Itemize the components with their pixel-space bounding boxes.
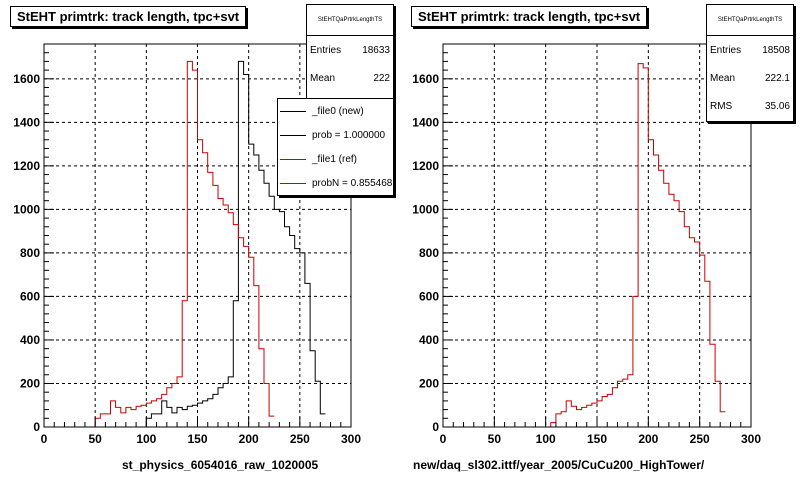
right-stats-rms-value: 35.06 — [764, 100, 790, 112]
right-y-tick-label: 200 — [419, 376, 439, 390]
right-plot: 0 50 100 150 200 250 300 0 200 400 600 800 1000 1200 1… — [412, 43, 761, 446]
right-x-tick-label: 100 — [536, 432, 556, 446]
left-stats-entries-value: 18633 — [362, 44, 390, 56]
right-stats-rms-label: RMS — [710, 100, 733, 112]
left-y-tick-label: 1400 — [13, 115, 40, 129]
right-stats-entries-label: Entries — [710, 44, 742, 56]
left-x-axis-label: st_physics_6054016_raw_1020005 — [122, 458, 319, 472]
legend-entry-file0: _file0 (new) — [278, 99, 393, 123]
left-x-tick-label: 300 — [341, 432, 361, 446]
right-x-axis-label: new/daq_sl302.ittf/year_2005/CuCu200_Hig… — [413, 458, 705, 472]
legend-label-file1: _file1 (ref) — [312, 153, 358, 165]
left-y-tick-label: 400 — [20, 333, 40, 347]
legend-swatch-probn — [280, 182, 306, 184]
right-stats-entries-value: 18508 — [762, 44, 790, 56]
legend-entry-file1: _file1 (ref) — [278, 147, 393, 171]
left-x-tick-label: 150 — [187, 432, 207, 446]
left-y-tick-label: 1600 — [13, 72, 40, 86]
left-stats-mean-label: Mean — [310, 72, 336, 84]
legend-swatch-file0 — [280, 110, 306, 112]
left-legend: _file0 (new) prob = 1.000000 _file1 (ref… — [277, 98, 394, 196]
right-y-tick-label: 800 — [419, 246, 439, 260]
left-x-tick-label: 250 — [290, 432, 310, 446]
right-y-tick-label: 1000 — [412, 202, 439, 216]
right-y-tick-label: 1600 — [412, 72, 439, 86]
left-series-1 — [44, 60, 275, 428]
left-chart-title: StEHT primtrk: track length, tpc+svt — [10, 6, 247, 27]
right-y-tick-label: 0 — [432, 420, 439, 434]
left-y-tick-label: 200 — [20, 376, 40, 390]
right-stats-box: StEHTQaPrtrkLengthTS Entries 18508 Mean 22… — [706, 4, 794, 122]
left-stats-box: StEHTQaPrtrkLengthTS Entries 18633 Mean 22… — [306, 4, 394, 116]
left-x-tick-label: 200 — [239, 432, 259, 446]
right-stats-mean-value: 222.1 — [764, 72, 790, 84]
right-x-tick-label: 0 — [440, 432, 447, 446]
legend-swatch-file1 — [280, 158, 306, 160]
legend-swatch-prob — [280, 134, 306, 136]
left-y-tick-label: 1200 — [13, 159, 40, 173]
right-y-tick-label: 600 — [419, 289, 439, 303]
right-x-tick-label: 150 — [587, 432, 607, 446]
left-x-tick-label: 50 — [88, 432, 102, 446]
right-x-tick-label: 300 — [741, 432, 761, 446]
left-stats-name: StEHTQaPrtrkLengthTS — [307, 5, 393, 36]
left-x-tick-label: 100 — [136, 432, 156, 446]
right-stats-name: StEHTQaPrtrkLengthTS — [707, 5, 793, 36]
right-y-tick-label: 1400 — [412, 115, 439, 129]
left-stats-entries-label: Entries — [310, 44, 342, 56]
right-y-tick-label: 400 — [419, 333, 439, 347]
legend-label-prob: prob = 1.000000 — [312, 129, 386, 141]
legend-label-file0: _file0 (new) — [312, 105, 364, 117]
right-stats-mean-label: Mean — [710, 72, 736, 84]
left-y-tick-label: 600 — [20, 289, 40, 303]
right-x-tick-label: 250 — [690, 432, 710, 446]
legend-label-probn: probN = 0.855468 — [312, 177, 393, 189]
right-x-tick-label: 50 — [488, 432, 502, 446]
right-y-tick-label: 1200 — [412, 159, 439, 173]
legend-entry-prob: prob = 1.000000 — [278, 123, 393, 147]
right-x-tick-label: 200 — [638, 432, 658, 446]
left-stats-mean-value: 222 — [373, 72, 390, 84]
left-y-tick-label: 800 — [20, 246, 40, 260]
left-y-tick-label: 1000 — [13, 202, 40, 216]
right-chart-title: StEHT primtrk: track length, tpc+svt — [411, 6, 648, 27]
left-x-tick-label: 0 — [41, 432, 48, 446]
left-y-tick-label: 0 — [33, 420, 40, 434]
legend-entry-probn: probN = 0.855468 — [278, 171, 393, 195]
